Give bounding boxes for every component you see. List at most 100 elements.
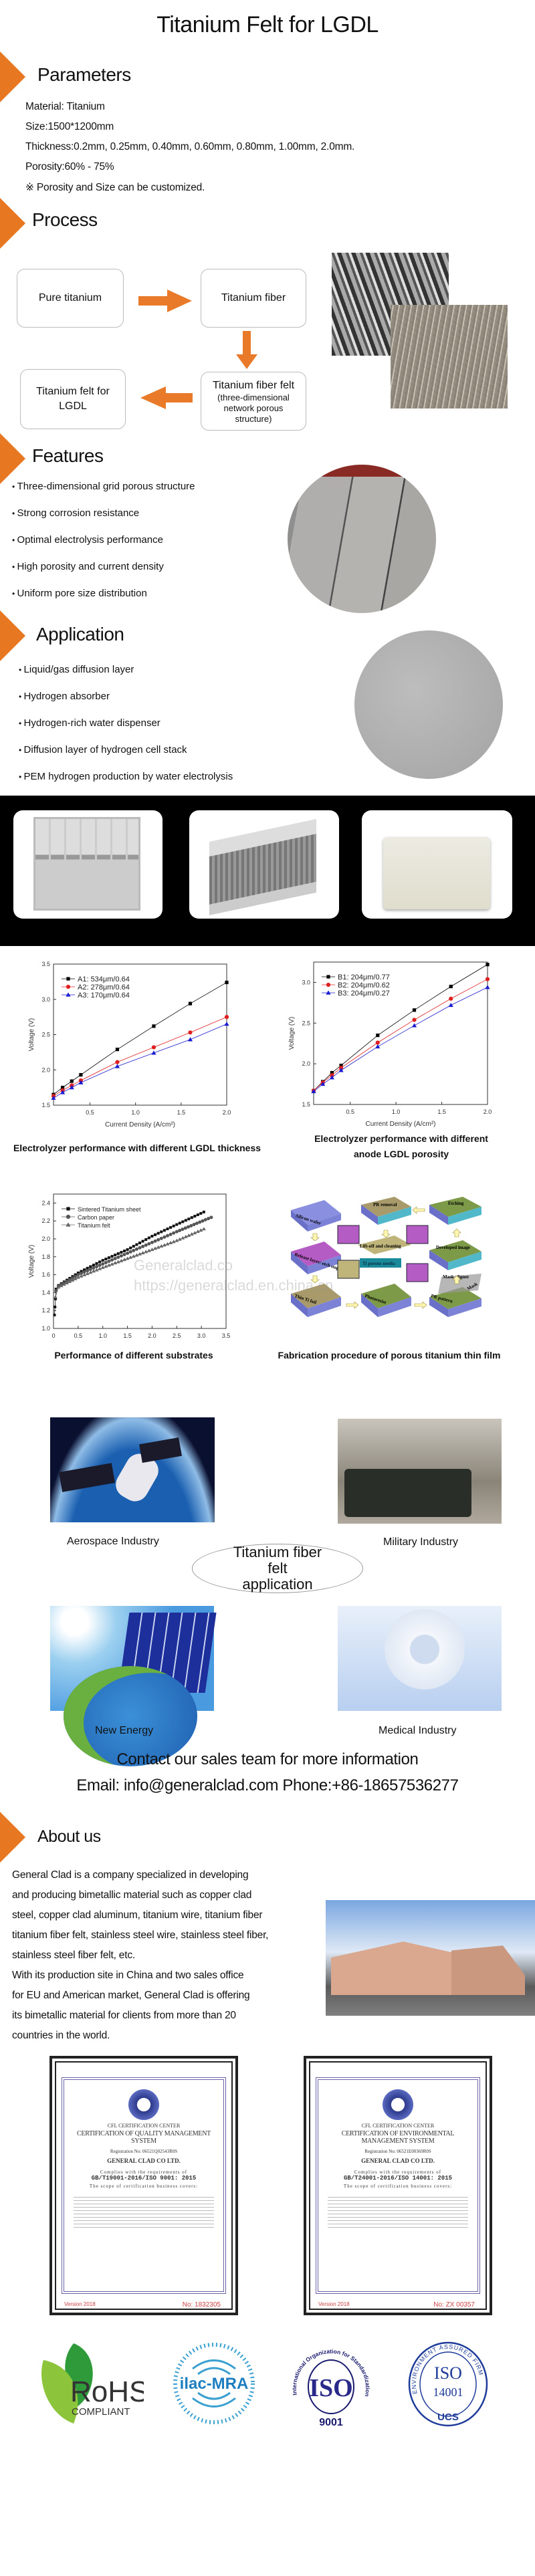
watermark-line1: Generalclad.co bbox=[134, 1257, 233, 1274]
label-lift-off: Lift-off and cleaning bbox=[360, 1244, 401, 1249]
data-point bbox=[485, 985, 490, 989]
data-point bbox=[330, 1070, 334, 1075]
series-2: A2: 278μm/0.64 bbox=[51, 983, 229, 1098]
military-photo bbox=[338, 1419, 502, 1524]
data-point bbox=[107, 1260, 111, 1263]
ucs-text: UCS bbox=[437, 2412, 459, 2423]
electrolyzer-system-photo bbox=[13, 810, 163, 919]
series-3: B3: 204μm/0.27 bbox=[311, 985, 490, 1094]
section-chevron-icon bbox=[0, 1812, 25, 1863]
data-point bbox=[104, 1261, 108, 1265]
chart-caption: Electrolyzer performance with different bbox=[314, 1133, 488, 1144]
feature-item: Three-dimensional grid porous structure bbox=[12, 481, 195, 492]
block-etching: Etching bbox=[429, 1197, 481, 1225]
legend-label: Carbon paper bbox=[78, 1214, 114, 1221]
arrow-left-icon bbox=[140, 386, 193, 409]
new-energy-photo bbox=[50, 1606, 217, 1766]
param-size: Size:1500*1200mm bbox=[25, 121, 114, 132]
data-point bbox=[98, 1266, 102, 1270]
data-point bbox=[89, 1265, 92, 1268]
fabrication-caption: Fabrication procedure of porous titanium… bbox=[278, 1350, 501, 1361]
cert-company: GENERAL CLAD CO LTD. bbox=[361, 2157, 435, 2164]
x-tick-label: 3.5 bbox=[222, 1332, 231, 1339]
data-point bbox=[449, 984, 453, 989]
about-line: titanium fiber felt, stainless steel wir… bbox=[12, 1929, 269, 1941]
inset-detail bbox=[337, 1225, 360, 1244]
y-tick-label: 1.5 bbox=[302, 1101, 310, 1108]
x-tick-label: 1.5 bbox=[177, 1109, 186, 1116]
data-point bbox=[66, 984, 71, 989]
iso14001-logo: ENVIRONMENT ASSURED FIRM ISO 14001 UCS bbox=[408, 2341, 488, 2427]
label-pr-removal: PR removal bbox=[373, 1202, 397, 1207]
y-tick-label: 3.5 bbox=[41, 961, 50, 967]
legend-label: B3: 204μm/0.27 bbox=[338, 989, 390, 998]
data-point bbox=[150, 1234, 154, 1238]
data-point bbox=[165, 1234, 169, 1238]
y-tick-label: 1.4 bbox=[41, 1289, 50, 1296]
data-point bbox=[144, 1250, 148, 1254]
feature-item: Strong corrosion resistance bbox=[12, 507, 140, 519]
medical-label: Medical Industry bbox=[379, 1725, 457, 1736]
electrolyzer-cell-photo bbox=[362, 810, 512, 919]
chart-substrates: 0 0.5 1.0 1.5 2.0 2.5 3.0 3.5 1.0 1.2 1.4 1.6 1.8 2.0… bbox=[28, 1193, 231, 1339]
data-point bbox=[412, 1008, 417, 1012]
x-tick-label: 0 bbox=[51, 1332, 55, 1339]
block-silicon-wafer: Silicon wafer bbox=[291, 1200, 341, 1232]
application-item: Liquid/gas diffusion layer bbox=[19, 664, 134, 675]
data-point bbox=[486, 963, 490, 967]
x-tick-label: 0.5 bbox=[86, 1109, 94, 1116]
data-point bbox=[375, 1040, 380, 1045]
application-heading: Application bbox=[36, 624, 124, 645]
factory-building-photo bbox=[326, 1900, 535, 2016]
data-point bbox=[73, 1276, 78, 1280]
x-tick-label: 0.5 bbox=[346, 1108, 354, 1115]
process-heading: Process bbox=[32, 209, 98, 230]
section-chevron-icon bbox=[0, 198, 25, 249]
plot-frame bbox=[313, 961, 488, 1105]
data-point bbox=[135, 1243, 138, 1246]
data-point bbox=[209, 1215, 213, 1219]
titanium-felt-sheets-photo bbox=[288, 465, 436, 613]
step-pure-titanium: Pure titanium bbox=[17, 269, 124, 328]
application-item: PEM hydrogen production by water electro… bbox=[19, 771, 233, 782]
data-point bbox=[128, 1255, 133, 1259]
cert-registration: Registration No: 06521E00369R0S bbox=[364, 2149, 431, 2154]
watermark-line2: https://generalclad.en.china.cn bbox=[134, 1277, 334, 1294]
block-lift-off: Lift-off and cleaning bbox=[358, 1236, 411, 1254]
y-axis-label: Voltage (V) bbox=[28, 1018, 35, 1051]
data-point bbox=[79, 1272, 83, 1276]
data-point bbox=[152, 1024, 156, 1028]
data-point bbox=[375, 1044, 381, 1049]
param-porosity: Porosity:60% - 75% bbox=[25, 161, 114, 172]
contact-details[interactable]: Email: info@generalclad.com Phone:+86-18… bbox=[76, 1776, 459, 1794]
y-tick-label: 2.0 bbox=[302, 1060, 310, 1067]
data-point bbox=[160, 1230, 163, 1234]
y-tick-label: 2.0 bbox=[41, 1236, 50, 1242]
aerospace-photo bbox=[50, 1417, 215, 1522]
data-point bbox=[70, 1276, 74, 1280]
data-point bbox=[128, 1250, 132, 1254]
inset-detail bbox=[337, 1260, 360, 1279]
data-point bbox=[56, 1285, 61, 1289]
data-point bbox=[125, 1256, 130, 1260]
label-ti-porous-media: Ti porous media bbox=[362, 1261, 395, 1266]
cert-scope: The scope of certification business cove… bbox=[343, 2184, 453, 2189]
data-point bbox=[76, 1273, 80, 1277]
data-point bbox=[138, 1252, 142, 1256]
about-line: and producing bimetallic material such a… bbox=[12, 1889, 252, 1901]
parameters-heading: Parameters bbox=[37, 64, 131, 85]
data-point bbox=[134, 1253, 139, 1257]
data-point bbox=[92, 1266, 96, 1270]
y-tick-label: 3.0 bbox=[302, 979, 310, 985]
data-point bbox=[70, 1079, 74, 1083]
inset-detail bbox=[406, 1263, 429, 1282]
x-tick-label: 2.5 bbox=[173, 1332, 181, 1339]
data-point bbox=[88, 1270, 93, 1274]
data-point bbox=[156, 1238, 160, 1242]
data-point bbox=[181, 1236, 185, 1240]
cfl-seal-icon bbox=[128, 2089, 159, 2120]
data-point bbox=[188, 1030, 193, 1035]
data-point bbox=[193, 1231, 197, 1235]
x-tick-label: 2.0 bbox=[148, 1332, 156, 1339]
